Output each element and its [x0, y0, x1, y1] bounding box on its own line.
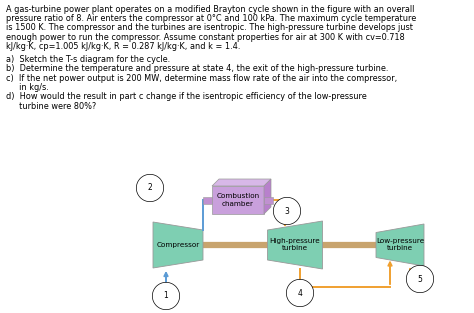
Text: is 1500 K. The compressor and the turbines are isentropic. The high-pressure tur: is 1500 K. The compressor and the turbin… [6, 23, 413, 33]
Text: 2: 2 [147, 183, 152, 192]
Text: Low-pressure
turbine: Low-pressure turbine [376, 239, 424, 252]
Text: High-pressure
turbine: High-pressure turbine [270, 239, 320, 252]
Polygon shape [153, 222, 203, 268]
FancyBboxPatch shape [264, 197, 273, 203]
Text: turbine were 80%?: turbine were 80%? [6, 102, 96, 111]
Polygon shape [212, 179, 271, 186]
Text: d)  How would the result in part c change if the isentropic efficiency of the lo: d) How would the result in part c change… [6, 92, 366, 101]
Text: kJ/kg·K, cp=1.005 kJ/kg·K, R = 0.287 kJ/kg·K, and k = 1.4.: kJ/kg·K, cp=1.005 kJ/kg·K, R = 0.287 kJ/… [6, 42, 240, 51]
FancyBboxPatch shape [203, 197, 212, 203]
Text: enough power to run the compressor. Assume constant properties for air at 300 K : enough power to run the compressor. Assu… [6, 33, 404, 42]
Text: Combustion
chamber: Combustion chamber [217, 193, 260, 207]
FancyBboxPatch shape [212, 186, 264, 214]
Text: 5: 5 [418, 275, 422, 284]
Polygon shape [264, 179, 271, 214]
Text: in kg/s.: in kg/s. [6, 83, 48, 92]
Text: 4: 4 [298, 289, 302, 297]
Polygon shape [267, 221, 322, 269]
Text: 1: 1 [164, 291, 168, 300]
Text: a)  Sketch the T-s diagram for the cycle.: a) Sketch the T-s diagram for the cycle. [6, 55, 170, 64]
Text: pressure ratio of 8. Air enters the compressor at 0°C and 100 kPa. The maximum c: pressure ratio of 8. Air enters the comp… [6, 14, 416, 23]
Text: A gas-turbine power plant operates on a modified Brayton cycle shown in the figu: A gas-turbine power plant operates on a … [6, 5, 414, 14]
Polygon shape [376, 224, 424, 266]
Text: c)  If the net power output is 200 MW, determine mass flow rate of the air into : c) If the net power output is 200 MW, de… [6, 74, 397, 83]
Text: 3: 3 [284, 207, 290, 215]
Text: Compressor: Compressor [156, 242, 200, 248]
Text: b)  Determine the temperature and pressure at state 4, the exit of the high-pres: b) Determine the temperature and pressur… [6, 64, 388, 73]
